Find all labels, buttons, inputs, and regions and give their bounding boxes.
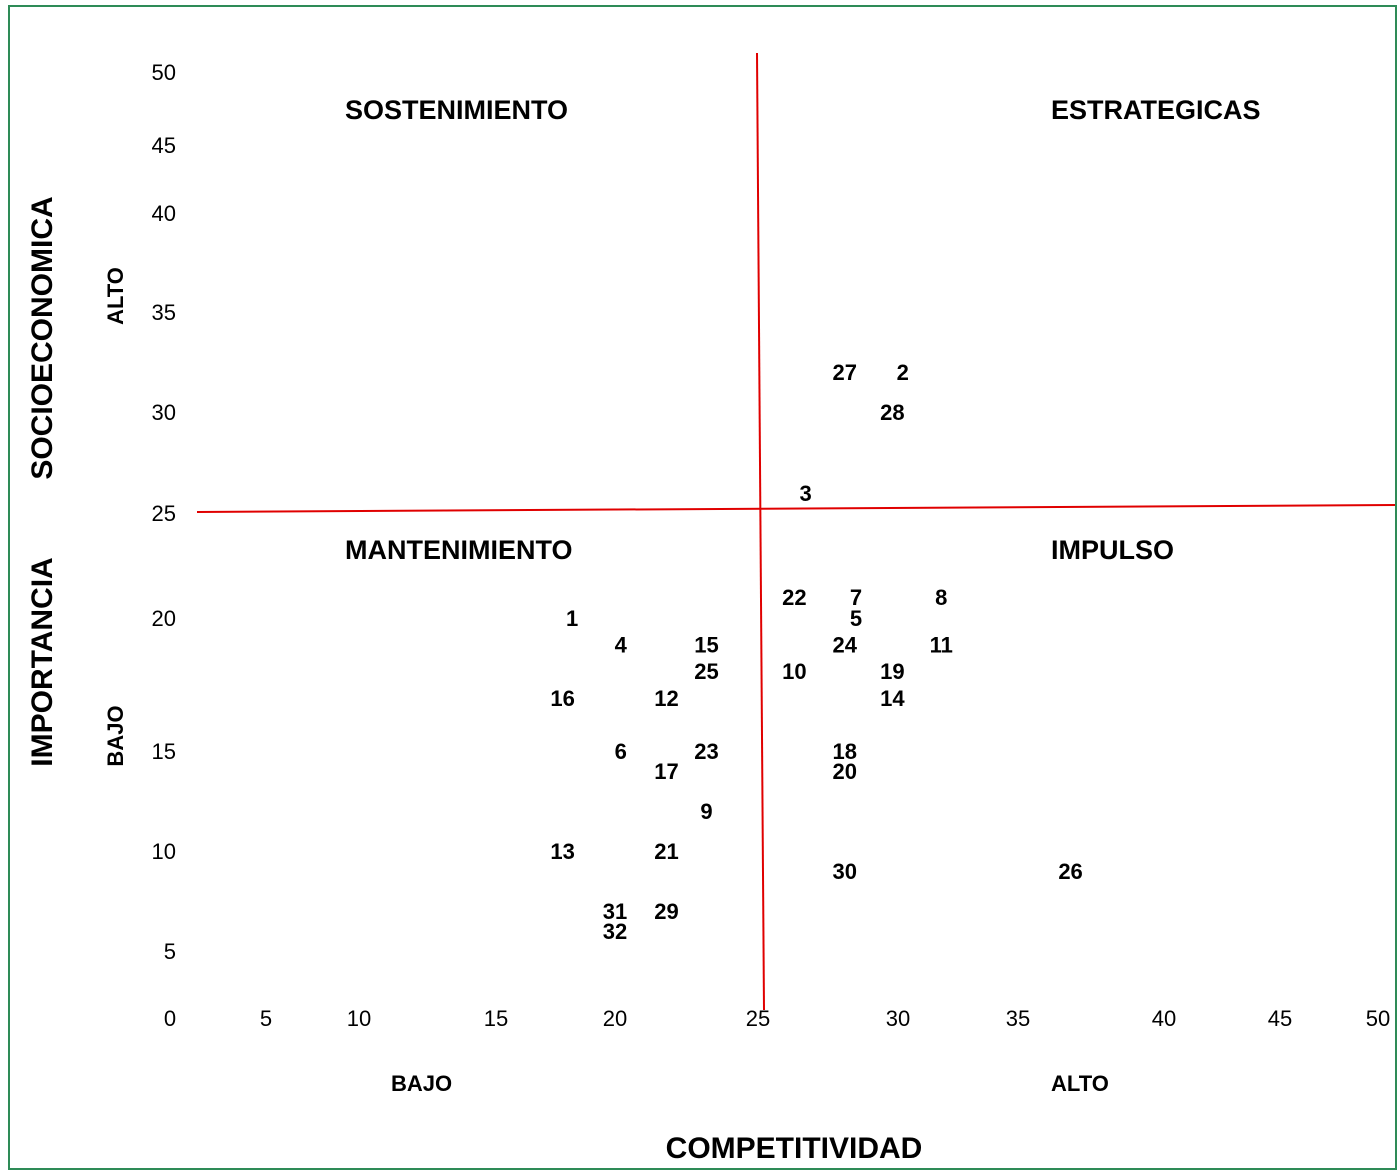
horizontal-divider-line [196,504,1396,513]
chart-frame [8,5,1397,1170]
quadrant-label-mantenimiento: MANTENIMIENTO [345,535,573,565]
quadrant-label-impulso: IMPULSO [1051,535,1174,565]
y-axis-title-importancia: IMPORTANCIA [26,557,59,766]
quadrant-label-estrategicas: ESTRATEGICAS [1051,95,1261,125]
data-point-label: 21 [654,839,678,864]
y-tick-label: 5 [164,939,176,964]
data-point-label: 31 [603,899,627,924]
data-point-label: 30 [833,859,857,884]
data-point-label: 8 [935,585,947,610]
data-point-label: 6 [615,739,627,764]
data-point-label: 29 [654,899,678,924]
vertical-divider-line [756,52,765,1011]
data-point-label: 26 [1058,859,1082,884]
data-point-label: 17 [654,759,678,784]
y-tick-label: 30 [152,400,176,425]
data-point-label: 14 [880,686,905,711]
data-point-label: 22 [782,585,806,610]
y-tick-label: 10 [152,839,176,864]
y-axis-ticks: 5 10 15 20 25 30 35 40 45 50 [152,60,176,964]
data-point-label: 20 [833,759,857,784]
data-point-label: 15 [694,633,718,658]
x-tick-label: 30 [886,1006,910,1031]
data-point-label: 2 [897,360,909,385]
data-point-label: 13 [550,839,574,864]
data-point-label: 24 [833,633,858,658]
data-point-label: 4 [615,633,628,658]
x-axis-ticks: 0 5 10 15 20 25 30 35 40 45 50 [164,1006,1390,1031]
data-point-label: 3 [799,481,811,506]
data-point-label: 27 [833,360,857,385]
y-tick-label: 15 [152,739,176,764]
data-point-label: 23 [694,739,718,764]
data-point-label: 10 [782,659,806,684]
data-point-label: 32 [603,919,627,944]
data-point-label: 18 [833,739,857,764]
data-point-label: 16 [550,686,574,711]
y-tick-label: 45 [152,133,176,158]
x-tick-label: 35 [1006,1006,1030,1031]
data-point-label: 28 [880,400,904,425]
data-point-label: 5 [850,606,862,631]
data-point-label: 1 [566,606,578,631]
x-tick-label: 0 [164,1006,176,1031]
x-level-low: BAJO [391,1071,452,1096]
y-tick-label: 25 [152,501,176,526]
x-tick-label: 50 [1366,1006,1390,1031]
x-axis-title: COMPETITIVIDAD [666,1132,923,1165]
data-point-label: 9 [700,799,712,824]
data-point-label: 25 [694,659,718,684]
x-tick-label: 25 [746,1006,770,1031]
x-level-high: ALTO [1051,1071,1109,1096]
data-point-label: 12 [654,686,678,711]
x-tick-label: 10 [347,1006,371,1031]
y-axis-title-socioeconomica: SOCIOECONOMICA [26,196,59,479]
x-tick-label: 15 [484,1006,508,1031]
x-tick-label: 5 [260,1006,272,1031]
data-point-label: 7 [850,585,862,610]
y-tick-label: 40 [152,201,176,226]
y-level-high: ALTO [103,267,128,325]
data-point-label: 19 [880,659,904,684]
x-tick-label: 20 [603,1006,627,1031]
x-tick-label: 40 [1152,1006,1176,1031]
data-point-label: 11 [930,633,953,658]
y-tick-label: 50 [152,60,176,85]
quadrant-label-sostenimiento: SOSTENIMIENTO [345,95,568,125]
y-tick-label: 20 [152,606,176,631]
x-tick-label: 45 [1268,1006,1292,1031]
y-level-low: BAJO [103,705,128,766]
y-tick-label: 35 [152,300,176,325]
